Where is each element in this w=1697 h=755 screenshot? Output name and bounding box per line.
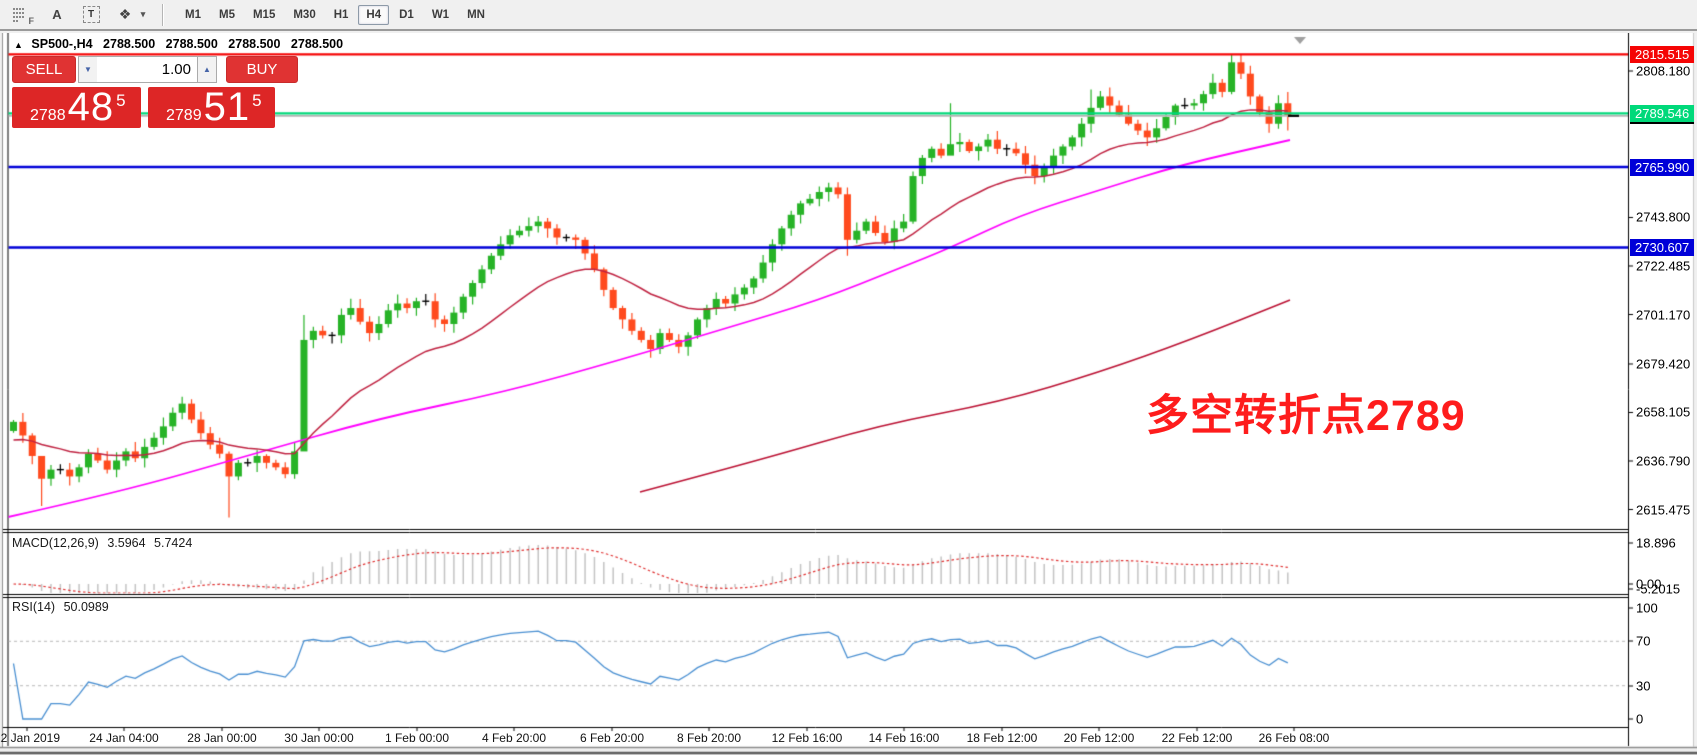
time-tick-label: 30 Jan 00:00 [284,731,354,745]
price-tick-label: 2722.485 [1636,258,1691,274]
rsi-tick-label: 100 [1636,600,1658,616]
toolbar-separator [162,3,164,26]
time-tick-label: 28 Jan 00:00 [187,731,257,745]
timeframe-button-M15[interactable]: M15 [252,8,276,21]
price-tick-label: 2658.105 [1636,404,1691,420]
timeframe-button-M1[interactable]: M1 [185,8,201,21]
price-tick-label: 2679.420 [1636,356,1691,372]
macd-tick-label: -5.2015 [1636,581,1681,597]
chart-ohlc-header: ▲ SP500-,H4 2788.500 2788.500 2788.500 2… [14,37,343,51]
bid-pip-digit: 5 [116,91,126,110]
time-tick-label: 22 Jan 2019 [0,731,61,745]
price-tick-label: 2743.800 [1636,209,1691,225]
timeframe-button-M30[interactable]: M30 [293,8,316,21]
macd-tick-label: 18.896 [1636,535,1676,551]
rsi-value: 50.0989 [63,600,109,614]
time-tick-label: 14 Feb 16:00 [868,731,940,745]
macd-name: MACD(12,26,9) [12,536,99,550]
time-tick-label: 12 Feb 16:00 [771,731,843,745]
ohlc-close: 2788.500 [290,37,344,51]
sell-button[interactable]: SELL [12,56,76,83]
ask-big-digits: 51 [203,85,251,129]
price-chart-canvas[interactable] [0,33,1697,755]
volume-decrease-button[interactable]: ▼ [78,56,98,83]
macd-tick-label: 0.00 [1636,576,1662,592]
ohlc-high: 2788.500 [165,37,218,51]
time-tick-label: 18 Feb 12:00 [966,731,1038,745]
price-tick-label: 2636.790 [1636,453,1691,469]
chart-text-annotation: 多空转折点2789 [1146,392,1466,440]
time-tick-label: 6 Feb 20:00 [579,731,645,745]
timeframe-toolbar: M1 M5 M15 M30 H1 H4 D1 W1 MN [176,4,494,25]
time-tick-label: 8 Feb 20:00 [676,731,742,745]
time-tick-label: 4 Feb 20:00 [481,731,547,745]
volume-input[interactable] [97,56,197,83]
time-tick-label: 26 Feb 08:00 [1258,731,1330,745]
bid-big-digits: 48 [67,85,115,129]
grid-f-icon[interactable]: F [12,6,34,26]
macd-indicator-label: MACD(12,26,9) 3.5964 5.7424 [12,536,197,550]
up-triangle-icon: ▲ [14,40,23,50]
time-tick-label: 20 Feb 12:00 [1063,731,1135,745]
time-tick-label: 24 Jan 04:00 [89,731,159,745]
price-tick-label: 2701.170 [1636,307,1691,322]
timeframe-button-H1[interactable]: H1 [333,8,349,21]
timeframe-button-W1[interactable]: W1 [431,8,450,21]
timeframe-button-H4[interactable]: H4 [358,4,390,25]
text-box-icon[interactable]: T [82,6,100,23]
volume-increase-button[interactable]: ▲ [197,56,217,83]
timeframe-button-M5[interactable]: M5 [218,8,235,21]
ask-price-panel[interactable]: 2789 51 5 [148,87,275,128]
ask-pip-digit: 5 [252,91,262,110]
macd-signal-value: 5.7424 [154,536,193,550]
price-tick-label: 2615.475 [1636,502,1691,517]
rsi-indicator-label: RSI(14) 50.0989 [12,600,114,614]
ohlc-low: 2788.500 [228,37,281,51]
symbol-period-label: SP500-,H4 [31,37,93,51]
bid-price-panel[interactable]: 2788 48 5 [12,87,141,128]
macd-main-value: 3.5964 [107,536,146,550]
text-a-icon[interactable]: A [52,7,62,22]
buy-button[interactable]: BUY [226,56,298,83]
timeframe-button-MN[interactable]: MN [467,8,485,21]
shapes-icon[interactable]: ❖ [118,6,132,22]
level-price-badge: 2789.546 [1630,104,1694,122]
level-price-badge: 2730.607 [1630,239,1694,257]
timeframe-button-D1[interactable]: D1 [399,8,414,21]
rsi-tick-label: 0 [1636,711,1644,727]
rsi-tick-label: 30 [1636,678,1651,694]
rsi-tick-label: 70 [1636,633,1651,649]
bid-prefix: 2788 [30,107,66,124]
toolbar: F A T ❖ ▾ M1 M5 M15 M30 H1 H4 D1 W1 MN [0,0,1697,31]
time-tick-label: 22 Feb 12:00 [1161,731,1233,745]
time-tick-label: 1 Feb 00:00 [384,731,450,745]
level-price-badge: 2815.515 [1630,45,1694,63]
price-tick-label: 2808.180 [1636,63,1691,79]
level-price-badge: 2765.990 [1630,158,1694,176]
dropdown-caret-icon[interactable]: ▾ [140,9,146,19]
ohlc-open: 2788.500 [103,37,156,51]
ask-prefix: 2789 [166,107,202,124]
rsi-name: RSI(14) [12,600,56,614]
